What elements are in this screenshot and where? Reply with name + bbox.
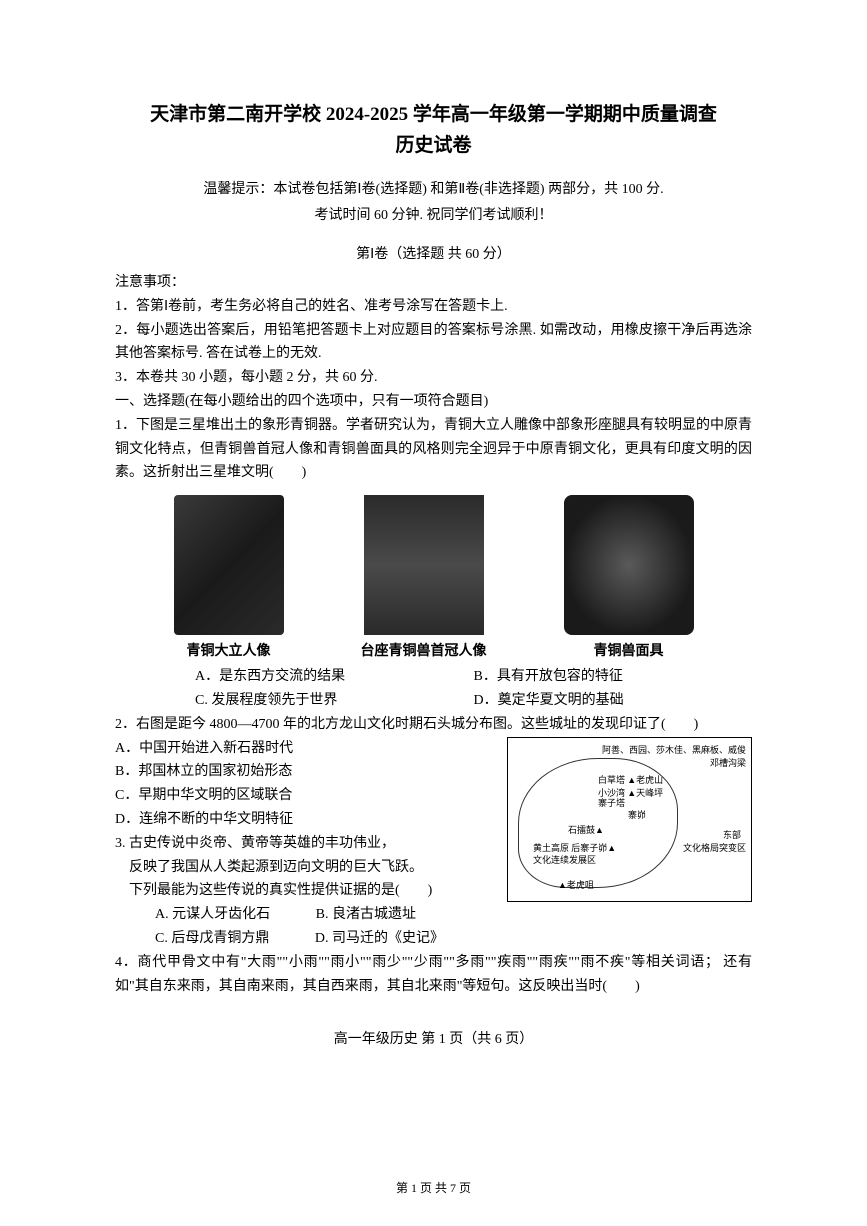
q1-image-1-caption: 青铜大立人像 [187, 640, 271, 660]
question-4-text: 4．商代甲骨文中有"大雨""小雨""雨小""雨少""少雨""多雨""疾雨""雨疾… [115, 951, 752, 999]
question-3-line1: 3. 古史传说中炎帝、黄帝等英雄的丰功伟业， [115, 832, 497, 856]
q1-image-3: 青铜兽面具 [564, 495, 694, 660]
q2-left-column: A．中国开始进入新石器时代 B．邦国林立的国家初始形态 C．早期中华文明的区域联… [115, 737, 497, 951]
q3-options-row2: C. 后母戊青铜方鼎 D. 司马迁的《史记》 [115, 927, 497, 951]
question-2-text: 2．右图是距今 4800—4700 年的北方龙山文化时期石头城分布图。这些城址的… [115, 713, 752, 737]
q2-option-a: A．中国开始进入新石器时代 [115, 737, 497, 761]
q1-image-3-caption: 青铜兽面具 [594, 640, 664, 660]
q1-option-a: A．是东西方交流的结果 [195, 665, 474, 689]
q1-option-d: D．奠定华夏文明的基础 [474, 689, 753, 713]
map-label-3: 白草塔 ▲老虎山 [598, 773, 663, 786]
section-instruction: 一、选择题(在每小题给出的四个选项中，只有一项符合题目) [115, 390, 752, 414]
bronze-figure-1-image [174, 495, 284, 635]
map-label-11: 文化连续发展区 [533, 853, 596, 866]
q3-options-row1: A. 元谋人牙齿化石 B. 良渚古城遗址 [115, 903, 497, 927]
page-footer-outer: 第 1 页 共 7 页 [0, 1179, 867, 1196]
q1-options: A．是东西方交流的结果 B．具有开放包容的特征 C. 发展程度领先于世界 D．奠… [115, 665, 752, 713]
q1-image-2-caption: 台座青铜兽首冠人像 [361, 640, 487, 660]
q1-image-2: 台座青铜兽首冠人像 [361, 495, 487, 660]
map-label-8: 东部 [723, 828, 741, 841]
notice-1: 1．答第Ⅰ卷前，考生务必将自己的姓名、准考号涂写在答题卡上. [115, 295, 752, 319]
map-label-10: 文化格局突变区 [683, 841, 746, 854]
bronze-mask-image [564, 495, 694, 635]
notice-label: 注意事项： [115, 271, 752, 291]
bronze-figure-2-image [364, 495, 484, 635]
map-label-7: 石擂鼓▲ [568, 823, 604, 836]
q2-option-b: B．邦国林立的国家初始形态 [115, 760, 497, 784]
q3-option-c: C. 后母戊青铜方鼎 [155, 931, 269, 946]
q3-option-b: B. 良渚古城遗址 [316, 907, 416, 922]
question-1-text: 1．下图是三星堆出土的象形青铜器。学者研究认为，青铜大立人雕像中部象形座腿具有较… [115, 414, 752, 485]
exam-subtitle: 历史试卷 [115, 130, 752, 157]
hint-line-2: 考试时间 60 分钟. 祝同学们考试顺利！ [115, 203, 752, 228]
map-label-12: ▲老虎咀 [558, 878, 594, 891]
q2-option-c: C．早期中华文明的区域联合 [115, 784, 497, 808]
map-label-5: 寨子塔 [598, 796, 625, 809]
exam-title: 天津市第二南开学校 2024-2025 学年高一年级第一学期期中质量调查 [115, 100, 752, 130]
hint-line-1: 温馨提示：本试卷包括第Ⅰ卷(选择题) 和第Ⅱ卷(非选择题) 两部分，共 100 … [115, 177, 752, 202]
q3-option-a: A. 元谋人牙齿化石 [155, 907, 270, 922]
q2-map: 阿善、西园、莎木佳、黑麻板、威俊 邓槽沟梁 白草塔 ▲老虎山 小沙湾 ▲天峰坪 … [507, 737, 752, 902]
q1-image-1: 青铜大立人像 [174, 495, 284, 660]
question-3-line3: 下列最能为这些传说的真实性提供证据的是( ) [115, 879, 497, 903]
map-label-6: 寨峁 [628, 808, 646, 821]
map-label-2: 邓槽沟梁 [710, 756, 746, 769]
q1-option-b: B．具有开放包容的特征 [474, 665, 753, 689]
page-footer-inner: 高一年级历史 第 1 页（共 6 页） [115, 1028, 752, 1048]
question-3-line2: 反映了我国从人类起源到迈向文明的巨大飞跃。 [115, 856, 497, 880]
q1-option-c: C. 发展程度领先于世界 [195, 689, 474, 713]
q3-option-d: D. 司马迁的《史记》 [315, 931, 444, 946]
notice-2: 2．每小题选出答案后，用铅笔把答题卡上对应题目的答案标号涂黑. 如需改动，用橡皮… [115, 319, 752, 367]
q2-option-d: D．连绵不断的中华文明特征 [115, 808, 497, 832]
q2-container: A．中国开始进入新石器时代 B．邦国林立的国家初始形态 C．早期中华文明的区域联… [115, 737, 752, 951]
notice-3: 3．本卷共 30 小题，每小题 2 分，共 60 分. [115, 366, 752, 390]
q1-images-row: 青铜大立人像 台座青铜兽首冠人像 青铜兽面具 [115, 495, 752, 660]
map-label-1: 阿善、西园、莎木佳、黑麻板、威俊 [602, 743, 746, 756]
section-1-header: 第Ⅰ卷（选择题 共 60 分） [115, 243, 752, 263]
